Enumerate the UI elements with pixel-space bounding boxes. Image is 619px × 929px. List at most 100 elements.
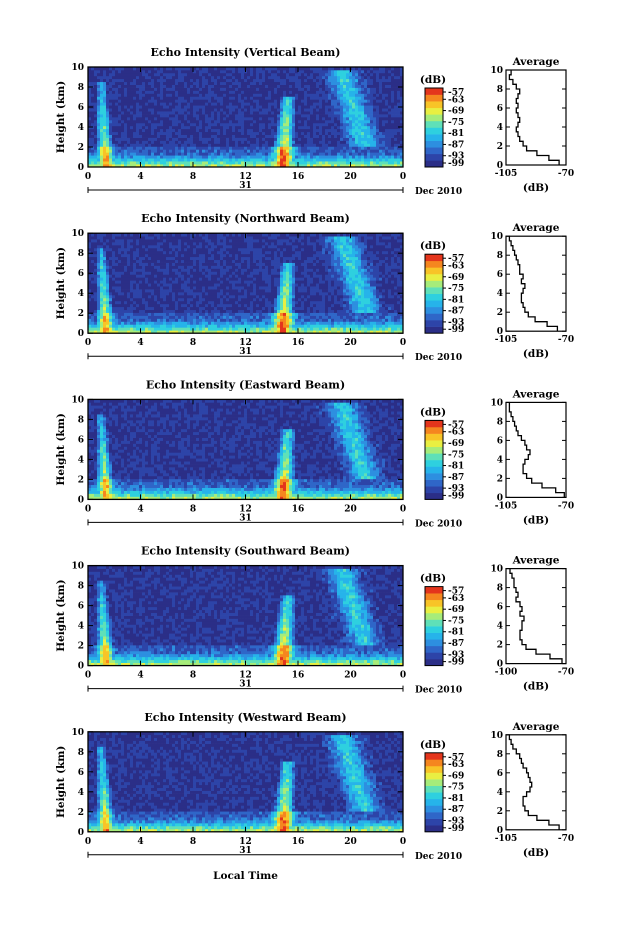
- heatmap-cell: [91, 81, 95, 85]
- heatmap-cell: [391, 134, 395, 138]
- heatmap-cell: [298, 67, 302, 71]
- heatmap-cell: [109, 294, 113, 299]
- heatmap-cell: [88, 274, 92, 278]
- heatmap-cell: [379, 128, 383, 133]
- heatmap-cell: [172, 108, 176, 112]
- heatmap-cell: [370, 125, 374, 130]
- heatmap-cell: [178, 111, 182, 115]
- heatmap-cell: [256, 152, 260, 156]
- heatmap-cell: [133, 164, 137, 168]
- heatmap-cell: [145, 256, 149, 261]
- heatmap-cell: [199, 87, 203, 91]
- heatmap-cell: [274, 122, 278, 127]
- heatmap-cell: [175, 78, 179, 83]
- heatmap-cell: [187, 155, 191, 159]
- heatmap-cell: [139, 87, 143, 91]
- heatmap-cell: [331, 90, 335, 94]
- heatmap-cell: [145, 283, 149, 287]
- heatmap-cell: [130, 294, 134, 299]
- heatmap-cell: [127, 125, 131, 130]
- heatmap-cell: [352, 158, 356, 162]
- heatmap-cell: [292, 122, 296, 127]
- heatmap-cell: [106, 90, 110, 94]
- heatmap-cell: [148, 242, 152, 246]
- heatmap-cell: [211, 140, 215, 144]
- heatmap-cell: [145, 125, 149, 130]
- heatmap-cell: [133, 300, 137, 305]
- heatmap-cell: [325, 125, 329, 130]
- heatmap-cell: [109, 318, 113, 322]
- heatmap-cell: [202, 146, 206, 150]
- heatmap-cell: [163, 155, 167, 159]
- heatmap-cell: [160, 315, 164, 319]
- heatmap-cell: [97, 111, 101, 115]
- heatmap-cell: [91, 327, 95, 331]
- heatmap-cell: [91, 330, 95, 334]
- heatmap-cell: [346, 93, 350, 97]
- heatmap-cell: [226, 140, 230, 144]
- heatmap-cell: [190, 105, 194, 109]
- heatmap-cell: [97, 262, 101, 266]
- heatmap-cell: [133, 134, 137, 138]
- heatmap-cell: [151, 321, 155, 325]
- heatmap-cell: [157, 161, 161, 165]
- heatmap-cell: [214, 75, 218, 80]
- heatmap-cell: [265, 108, 269, 112]
- heatmap-cell: [154, 146, 158, 150]
- heatmap-cell: [184, 134, 188, 138]
- heatmap-cell: [316, 102, 320, 106]
- heatmap-cell: [121, 99, 125, 103]
- heatmap-cell: [142, 327, 146, 331]
- heatmap-cell: [148, 137, 152, 141]
- heatmap-cell: [376, 137, 380, 141]
- heatmap-cell: [244, 90, 248, 94]
- heatmap-cell: [133, 242, 137, 246]
- heatmap-cell: [178, 137, 182, 141]
- heatmap-cell: [397, 117, 401, 121]
- heatmap-cell: [193, 96, 197, 100]
- heatmap-cell: [301, 128, 305, 133]
- heatmap-cell: [121, 72, 125, 77]
- heatmap-cell: [346, 69, 350, 74]
- heatmap-cell: [88, 239, 92, 243]
- heatmap-cell: [97, 318, 101, 322]
- heatmap-cell: [355, 117, 359, 121]
- heatmap-cell: [115, 75, 119, 80]
- heatmap-cell: [247, 114, 251, 118]
- heatmap-cell: [280, 137, 284, 141]
- heatmap-cell: [187, 72, 191, 77]
- heatmap-cell: [157, 312, 161, 316]
- heatmap-cell: [220, 90, 224, 94]
- heatmap-cell: [133, 114, 137, 118]
- heatmap-cell: [202, 303, 206, 308]
- heatmap-cell: [112, 259, 116, 263]
- heatmap-cell: [127, 286, 131, 290]
- heatmap-cell: [157, 239, 161, 243]
- heatmap-cell: [145, 321, 149, 325]
- heatmap-cell: [355, 128, 359, 133]
- heatmap-cell: [277, 128, 281, 133]
- heatmap-cell: [283, 108, 287, 112]
- heatmap-cell: [199, 321, 203, 325]
- heatmap-cell: [295, 75, 299, 80]
- heatmap-cell: [358, 78, 362, 83]
- heatmap-cell: [175, 271, 179, 275]
- heatmap-cell: [355, 81, 359, 85]
- heatmap-cell: [193, 253, 197, 258]
- heatmap-cell: [121, 233, 125, 237]
- heatmap-cell: [205, 84, 209, 88]
- heatmap-cell: [106, 247, 110, 252]
- heatmap-cell: [367, 84, 371, 88]
- heatmap-cell: [154, 268, 158, 272]
- heatmap-cell: [178, 244, 182, 249]
- heatmap-cell: [160, 146, 164, 150]
- heatmap-cell: [256, 131, 260, 135]
- heatmap-cell: [139, 152, 143, 156]
- heatmap-cell: [88, 256, 92, 261]
- heatmap-cell: [220, 122, 224, 127]
- heatmap-cell: [124, 93, 128, 97]
- heatmap-cell: [241, 102, 245, 106]
- heatmap-cell: [391, 117, 395, 121]
- heatmap-cell: [370, 75, 374, 80]
- heatmap-cell: [253, 164, 257, 168]
